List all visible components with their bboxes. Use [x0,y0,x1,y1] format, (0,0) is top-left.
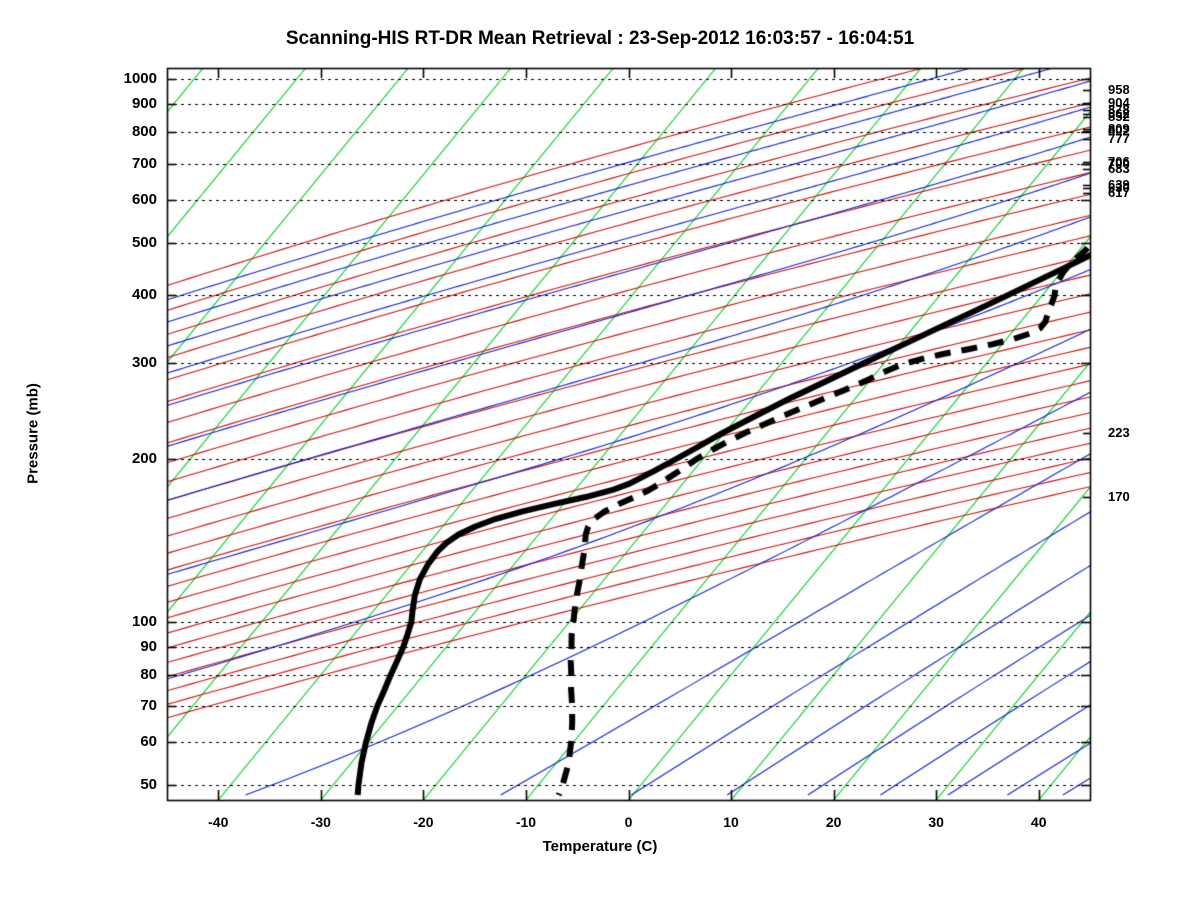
right-axis-level-label: 617 [1108,185,1130,201]
right-axis-level-label: 777 [1108,130,1130,146]
x-tick-label: 10 [723,814,739,830]
y-tick-label: 80 [140,665,157,683]
y-tick-label: 50 [140,776,157,794]
right-axis-level-label: 683 [1108,161,1130,177]
right-axis-level-label: 862 [1108,106,1130,122]
y-tick-label: 100 [131,613,157,631]
x-tick-label: 30 [928,814,944,830]
right-axis-level-label: 706 [1108,153,1130,169]
y-tick-label: 500 [131,233,157,251]
y-tick-label: 300 [131,354,157,372]
x-axis-title: Temperature (C) [542,838,658,855]
y-tick-label: 400 [131,286,157,304]
x-tick-label: -10 [515,814,537,830]
y-tick-label: 90 [140,637,157,655]
right-axis-level-label: 809 [1108,121,1130,137]
x-tick-label: 40 [1030,814,1047,830]
right-axis-level-label: 700 [1108,155,1130,171]
y-tick-label: 200 [131,449,157,467]
y-tick-label: 800 [131,123,157,141]
x-tick-label: -20 [413,814,434,830]
x-tick-label: 20 [825,814,842,830]
y-tick-label: 60 [140,733,157,751]
right-axis-level-label: 878 [1108,102,1130,118]
right-axis-level-label: 802 [1108,123,1130,139]
x-tick-label: -30 [310,814,331,830]
right-axis-level-label: 958 [1108,81,1130,97]
y-tick-label: 700 [131,154,157,172]
y-axis-title: Pressure (mb) [24,383,42,484]
page-title: Scanning-HIS RT-DR Mean Retrieval : 23-S… [285,28,915,49]
right-axis-level-label: 223 [1108,425,1130,441]
y-tick-label: 600 [131,190,157,208]
x-tick-label: -40 [208,814,229,830]
y-tick-label: 1000 [123,70,157,88]
x-tick-label: 0 [624,814,633,830]
y-tick-label: 70 [140,697,157,715]
y-tick-label: 900 [131,95,157,113]
right-axis-level-label: 852 [1108,109,1130,125]
right-axis-level-label: 904 [1108,95,1130,111]
right-axis-level-label: 639 [1108,177,1130,193]
right-axis-level-label: 170 [1108,489,1130,505]
right-axis-level-label: 630 [1108,180,1130,196]
